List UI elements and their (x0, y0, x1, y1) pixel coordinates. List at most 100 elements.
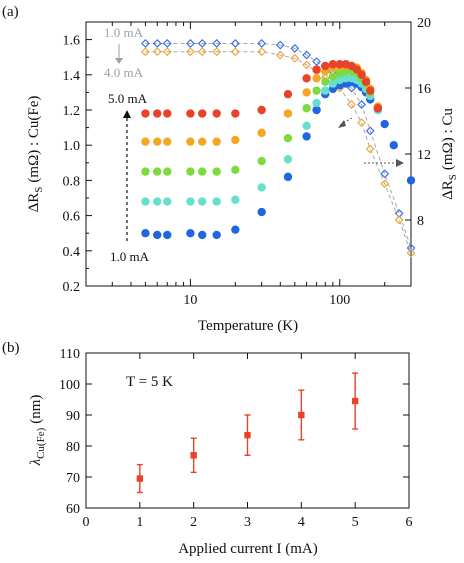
cufe-data-point (302, 132, 311, 141)
cufe-data-point (231, 135, 240, 145)
y-right-tick-label: 20 (417, 16, 431, 31)
cufe-data-point (212, 137, 221, 146)
cu-data-point (347, 83, 357, 93)
cufe-data-point (163, 230, 172, 240)
cufe-data-point (406, 176, 416, 185)
lambda-data-point (298, 411, 305, 419)
b-x-tick-label: 4 (298, 515, 305, 530)
annotation-cufe-arrowhead (123, 110, 131, 118)
cu-data-point (230, 39, 240, 48)
b-x-tick-label: 3 (244, 515, 251, 530)
cu-data-point (197, 39, 207, 48)
cu-data-point (394, 215, 404, 225)
y-left-tick-label: 0.8 (63, 174, 81, 189)
cufe-data-point (141, 167, 150, 176)
cufe-data-point (312, 86, 321, 95)
cu-data-point (257, 47, 267, 57)
cufe-data-point (257, 105, 266, 115)
cufe-data-point (141, 197, 150, 206)
cufe-data-point (153, 230, 162, 240)
panel-a-ylabel-left: ΔRS(mΩ) : Cu(Fe) (26, 96, 45, 213)
cu-guide-line (145, 42, 412, 249)
cufe-data-point (198, 109, 207, 118)
cufe-data-point (141, 137, 150, 146)
y-left-tick-label: 0.4 (63, 245, 81, 260)
cufe-data-point (163, 109, 172, 118)
y-left-tick-label: 0.2 (63, 280, 81, 295)
cufe-data-point (257, 183, 266, 192)
b-y-tick-label: 80 (66, 440, 80, 455)
left-axis-pointer-head (338, 120, 346, 128)
y-right-tick-label: 8 (417, 214, 424, 229)
cu-data-point (212, 47, 222, 57)
cufe-data-point (141, 229, 150, 238)
panel-a-label: (a) (2, 4, 19, 20)
cufe-data-point (257, 128, 266, 138)
panel-b-temperature-annotation: T = 5 K (126, 374, 173, 390)
cufe-data-point (321, 86, 330, 95)
b-y-tick-label: 70 (66, 471, 80, 486)
cufe-data-point (283, 155, 293, 164)
cufe-data-point (163, 197, 172, 206)
panel-b-xlabel: Applied current I (mA) (178, 541, 318, 557)
b-x-tick-label: 5 (352, 515, 359, 530)
y-right-tick-label: 16 (417, 82, 431, 97)
b-y-tick-label: 60 (66, 502, 80, 517)
panel-a-series (140, 39, 416, 258)
lambda-data-point (190, 452, 197, 459)
panel-a-frame (85, 21, 412, 287)
b-y-tick-label: 100 (59, 378, 80, 393)
cufe-data-point (321, 61, 330, 71)
cufe-data-point (186, 229, 195, 238)
cufe-data-point (257, 207, 266, 217)
cufe-data-point (198, 167, 207, 176)
cufe-data-point (302, 74, 311, 83)
annotation-cu-arrowhead (115, 58, 123, 64)
lambda-data-point (244, 431, 251, 439)
cufe-data-point (312, 65, 321, 74)
cufe-data-point (357, 70, 366, 80)
cufe-data-point (153, 109, 162, 118)
cu-data-point (275, 40, 285, 50)
panel-b-ylabel: λCu(Fe)(nm) (28, 395, 47, 467)
cu-data-point (230, 47, 240, 57)
y-left-tick-label: 0.6 (63, 210, 81, 225)
cufe-data-point (186, 197, 195, 206)
b-x-tick-label: 6 (406, 515, 413, 530)
cufe-data-point (231, 165, 240, 175)
lambda-data-point (136, 475, 144, 482)
panel-a-xlabel: Temperature (K) (198, 318, 298, 334)
cu-data-point (162, 39, 172, 48)
cufe-data-point (231, 225, 240, 234)
cufe-data-point (212, 109, 221, 118)
cu-data-point (162, 47, 172, 57)
annotation-cufe-high-current: 5.0 mA (108, 91, 148, 106)
cufe-data-point (302, 88, 311, 97)
b-y-tick-label: 110 (60, 347, 80, 362)
cufe-data-point (321, 77, 330, 87)
cufe-data-point (212, 197, 221, 206)
panel-b-label: (b) (2, 340, 20, 356)
cu-data-point (185, 39, 195, 48)
cufe-data-point (312, 98, 321, 108)
cu-data-point (185, 47, 195, 57)
b-x-tick-label: 1 (136, 515, 143, 530)
y-left-tick-label: 1.2 (63, 104, 81, 119)
cufe-data-point (198, 197, 207, 206)
lambda-data-point (351, 397, 359, 405)
annotation-cu-high-current: 4.0 mA (104, 65, 144, 80)
cufe-data-point (186, 109, 195, 118)
cu-data-point (380, 179, 390, 189)
cufe-data-point (373, 104, 383, 113)
cufe-data-point (366, 86, 375, 95)
cu-data-point (290, 43, 300, 53)
x-tick-label: 10 (183, 293, 197, 308)
annotation-cu-low-current: 1.0 mA (104, 25, 144, 40)
cufe-data-point (361, 77, 371, 87)
cufe-data-point (283, 109, 293, 118)
panel-a-ticks: 10 100 0.2 0.4 0.6 0.8 1.0 1.2 1.4 1.6 8 12 16 20 (63, 16, 432, 308)
y-left-tick-label: 1.0 (63, 139, 81, 154)
cu-data-point (347, 100, 357, 109)
cufe-data-point (283, 133, 293, 143)
